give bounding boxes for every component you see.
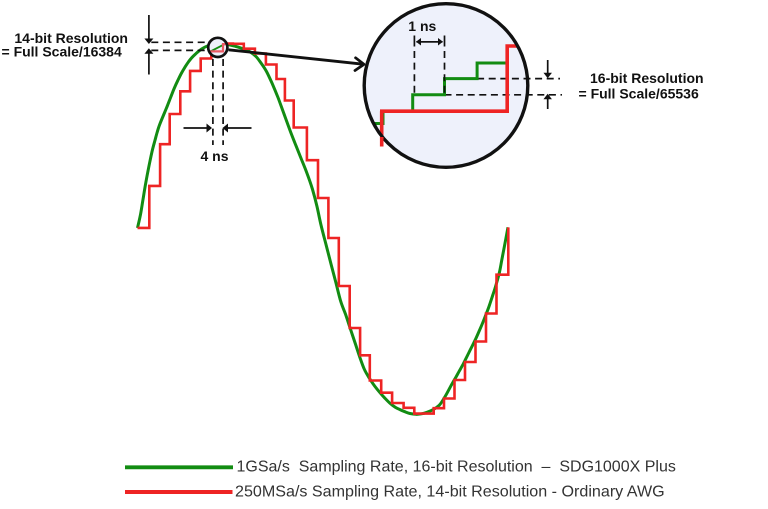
svg-text:16-bit Resolution: 16-bit Resolution [590, 70, 704, 86]
svg-text:14-bit Resolution: 14-bit Resolution [14, 30, 128, 46]
svg-text:1 ns: 1 ns [408, 18, 436, 34]
svg-text:250MSa/s Sampling Rate, 14-bit: 250MSa/s Sampling Rate, 14-bit Resolutio… [235, 483, 665, 501]
svg-text:1GSa/s Sampling Rate, 16-bit: 1GSa/s Sampling Rate, 16-bit Resolution … [237, 459, 676, 476]
svg-text:= Full Scale/65536: = Full Scale/65536 [579, 86, 699, 102]
svg-text:= Full Scale/16384: = Full Scale/16384 [2, 44, 122, 60]
svg-text:4 ns: 4 ns [200, 148, 228, 164]
